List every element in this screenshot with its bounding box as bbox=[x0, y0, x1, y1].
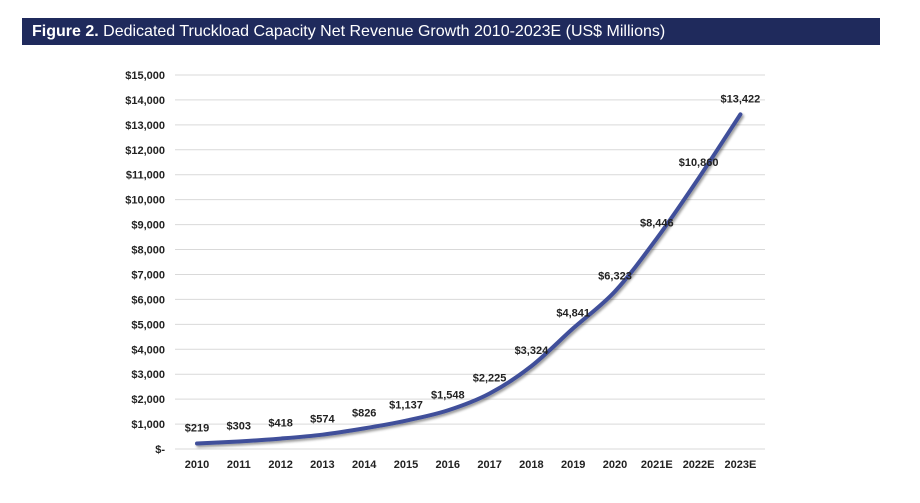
y-tick-label: $9,000 bbox=[131, 220, 165, 232]
figure-number: Figure 2. bbox=[32, 23, 99, 40]
y-tick-label: $7,000 bbox=[131, 269, 165, 281]
x-tick-label: 2023E bbox=[724, 459, 756, 471]
y-tick-label: $10,000 bbox=[125, 195, 165, 207]
y-tick-label: $12,000 bbox=[125, 145, 165, 157]
x-tick-label: 2015 bbox=[394, 459, 418, 471]
x-tick-label: 2019 bbox=[561, 459, 585, 471]
y-tick-label: $- bbox=[155, 444, 165, 456]
y-tick-label: $1,000 bbox=[131, 419, 165, 431]
data-label: $6,323 bbox=[598, 270, 632, 282]
figure-title-bar: Figure 2. Dedicated Truckload Capacity N… bbox=[22, 18, 880, 45]
y-tick-label: $14,000 bbox=[125, 95, 165, 107]
y-tick-label: $2,000 bbox=[131, 394, 165, 406]
x-tick-label: 2017 bbox=[477, 459, 501, 471]
x-tick-label: 2012 bbox=[268, 459, 292, 471]
data-label: $574 bbox=[310, 414, 335, 426]
data-label: $3,324 bbox=[515, 345, 550, 357]
y-tick-label: $4,000 bbox=[131, 344, 165, 356]
data-label: $13,422 bbox=[721, 93, 761, 105]
x-tick-label: 2021E bbox=[641, 459, 673, 471]
y-tick-label: $6,000 bbox=[131, 294, 165, 306]
data-label: $1,548 bbox=[431, 389, 465, 401]
x-tick-label: 2018 bbox=[519, 459, 543, 471]
data-label: $4,841 bbox=[556, 307, 590, 319]
x-tick-label: 2010 bbox=[185, 459, 209, 471]
data-label: $1,137 bbox=[389, 400, 423, 412]
x-tick-label: 2011 bbox=[227, 459, 251, 471]
x-tick-label: 2022E bbox=[683, 459, 715, 471]
x-tick-label: 2014 bbox=[352, 459, 377, 471]
y-tick-label: $3,000 bbox=[131, 369, 165, 381]
data-label: $826 bbox=[352, 407, 376, 419]
y-tick-label: $15,000 bbox=[125, 70, 165, 82]
x-tick-label: 2013 bbox=[310, 459, 334, 471]
data-label: $10,860 bbox=[679, 157, 719, 169]
data-label: $219 bbox=[185, 423, 209, 435]
figure-title: Dedicated Truckload Capacity Net Revenue… bbox=[103, 23, 666, 40]
data-label: $2,225 bbox=[473, 373, 507, 385]
x-tick-label: 2020 bbox=[603, 459, 627, 471]
data-label: $303 bbox=[227, 420, 251, 432]
data-label: $418 bbox=[268, 418, 292, 430]
x-tick-label: 2016 bbox=[436, 459, 460, 471]
data-label: $8,446 bbox=[640, 217, 674, 229]
y-tick-label: $11,000 bbox=[126, 170, 165, 182]
series-line bbox=[195, 112, 743, 446]
y-tick-label: $5,000 bbox=[131, 319, 165, 331]
y-tick-label: $13,000 bbox=[125, 120, 165, 132]
y-tick-label: $8,000 bbox=[131, 245, 165, 257]
